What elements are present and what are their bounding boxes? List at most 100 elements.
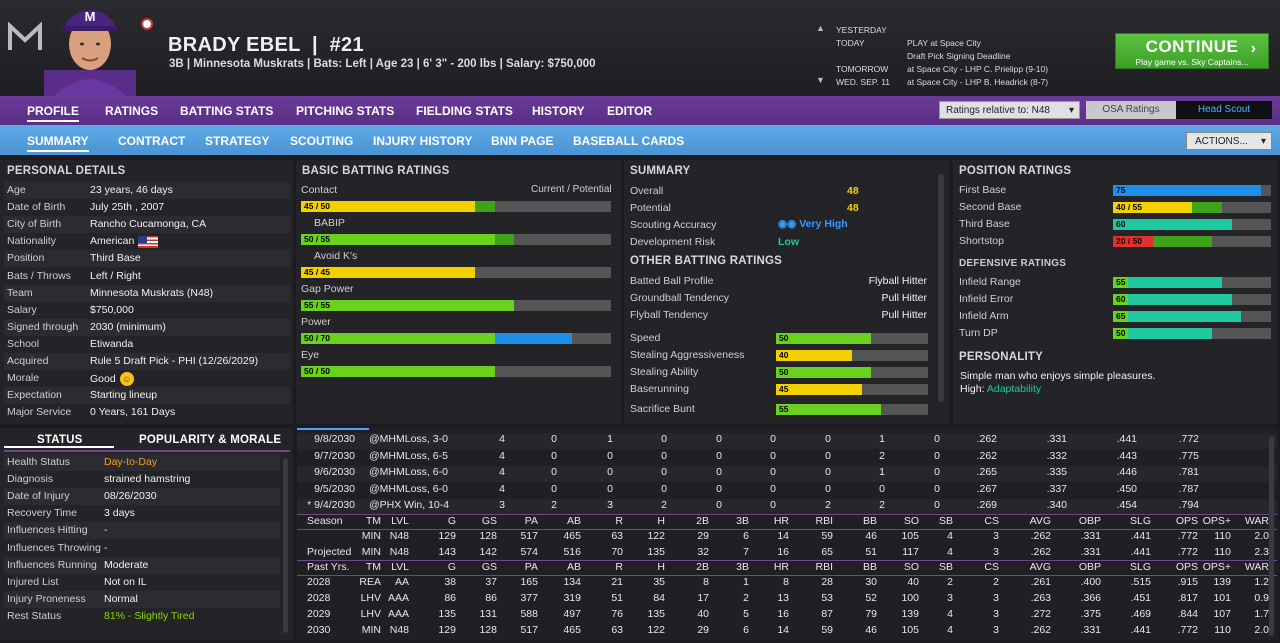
detail-label: Acquired bbox=[7, 355, 49, 367]
tab-status[interactable]: STATUS bbox=[4, 430, 114, 448]
tab-editor[interactable]: EDITOR bbox=[607, 104, 653, 118]
tab-ratings[interactable]: RATINGS bbox=[105, 104, 159, 118]
game-stat: 0 bbox=[661, 466, 667, 478]
stat-cell: R bbox=[615, 515, 623, 527]
stat-cell: 588 bbox=[520, 608, 538, 620]
stat-cell: 131 bbox=[479, 608, 497, 620]
tab-popularity-morale[interactable]: POPULARITY & MORALE bbox=[139, 434, 282, 446]
osa-ratings-button[interactable]: OSA Ratings bbox=[1086, 101, 1176, 119]
stat-cell: SB bbox=[938, 515, 953, 527]
game-stat: 0 bbox=[551, 433, 557, 445]
game-result: @MHMLoss, 6-0 bbox=[369, 482, 448, 495]
stat-cell: 16 bbox=[777, 608, 789, 620]
tab-strategy[interactable]: STRATEGY bbox=[205, 134, 270, 148]
actions-dropdown[interactable]: ACTIONS... ▾ bbox=[1186, 132, 1272, 150]
stat-cell: HR bbox=[773, 515, 789, 527]
stat-cell: .817 bbox=[1177, 592, 1198, 604]
stat-cell: 3B bbox=[736, 561, 749, 573]
smiley-icon: ☺ bbox=[119, 372, 134, 387]
stat-cell: 37 bbox=[485, 576, 497, 588]
scouting-accuracy-label: Scouting Accuracy bbox=[630, 219, 717, 231]
head-scout-button[interactable]: Head Scout bbox=[1176, 101, 1272, 119]
stat-cell: 107 bbox=[1213, 608, 1231, 620]
game-stat: 0 bbox=[770, 499, 776, 511]
game-stat: 0 bbox=[716, 449, 722, 462]
tab-injury-history[interactable]: INJURY HISTORY bbox=[373, 134, 473, 148]
game-stat: 2 bbox=[551, 499, 557, 511]
game-stat: .454 bbox=[1116, 499, 1137, 511]
game-stat: 4 bbox=[499, 449, 505, 462]
tab-history[interactable]: HISTORY bbox=[532, 104, 585, 118]
stat-cell: 574 bbox=[520, 546, 538, 558]
defensive-rating-value: 50 bbox=[1113, 328, 1129, 339]
game-stat: 0 bbox=[607, 466, 613, 478]
ratings-relative-select[interactable]: Ratings relative to: N48 ▾ bbox=[939, 101, 1080, 119]
stat-cell: H bbox=[657, 561, 665, 573]
summary-scrollbar[interactable] bbox=[938, 174, 944, 402]
stat-cell: 129 bbox=[438, 624, 456, 636]
game-stat: 0 bbox=[879, 482, 885, 495]
stat-cell: .366 bbox=[1080, 592, 1101, 604]
current-fill bbox=[301, 267, 475, 278]
game-stat: .269 bbox=[976, 499, 997, 511]
rating-fill bbox=[776, 384, 862, 395]
m-logo-icon bbox=[8, 22, 42, 50]
past-header-row: Past Yrs. TM LVL G GS PA AB R H 2B 3B HR RBI BB SO SB CS… bbox=[297, 560, 1277, 576]
stat-cell: 52 bbox=[865, 592, 877, 604]
game-date: * 9/4/2030 bbox=[307, 499, 355, 511]
stat-cell: 517 bbox=[520, 530, 538, 542]
chevron-down-icon[interactable]: ▼ bbox=[816, 75, 825, 85]
stat-cell: N48 bbox=[389, 546, 409, 558]
schedule-event[interactable]: at Space City - LHP B. Headrick (8-7) bbox=[907, 77, 1049, 87]
status-value: strained hamstring bbox=[104, 473, 191, 486]
game-result: @PHX Win, 10-4 bbox=[369, 499, 450, 511]
position-rating-bar: 20 / 50 bbox=[1113, 236, 1271, 247]
tab-scouting[interactable]: SCOUTING bbox=[290, 134, 354, 148]
game-stat: 4 bbox=[499, 433, 505, 445]
game-stat: 0 bbox=[770, 449, 776, 462]
tab-baseball-cards[interactable]: BASEBALL CARDS bbox=[573, 134, 685, 148]
other-rating-label: Groundball Tendency bbox=[630, 292, 730, 304]
tab-contract[interactable]: CONTRACT bbox=[118, 134, 186, 148]
defensive-rating-bar: 65 bbox=[1113, 311, 1271, 322]
stat-cell: 76 bbox=[611, 608, 623, 620]
stat-cell: 4 bbox=[947, 608, 953, 620]
tab-batting-stats[interactable]: BATTING STATS bbox=[180, 104, 274, 118]
status-scrollbar[interactable] bbox=[283, 458, 288, 633]
schedule-event[interactable]: PLAY at Space City bbox=[907, 38, 981, 48]
other-ratings-title: OTHER BATTING RATINGS bbox=[630, 255, 782, 267]
stat-cell: 128 bbox=[479, 624, 497, 636]
rating-fill bbox=[1113, 328, 1212, 339]
detail-value: July 25th , 2007 bbox=[90, 201, 165, 214]
scouting-accuracy-value: ◉◉ Very High bbox=[778, 218, 848, 230]
stat-cell: 516 bbox=[563, 546, 581, 558]
continue-label: CONTINUE bbox=[1145, 37, 1239, 56]
tab-pitching-stats[interactable]: PITCHING STATS bbox=[296, 104, 395, 118]
chevron-down-icon: ▾ bbox=[1068, 105, 1074, 116]
status-label: Influences Running bbox=[7, 558, 97, 571]
continue-button[interactable]: CONTINUE Play game vs. Sky Captains... › bbox=[1115, 33, 1269, 69]
batting-rating-value: 50 / 55 bbox=[301, 234, 333, 245]
game-stat: 0 bbox=[770, 433, 776, 445]
other-rating-bar: 40 bbox=[776, 350, 928, 361]
tab-bnn-page[interactable]: BNN PAGE bbox=[491, 134, 554, 148]
stat-cell: 8 bbox=[783, 576, 789, 588]
game-stat: 4 bbox=[499, 466, 505, 478]
status-label: Recovery Time bbox=[7, 507, 78, 520]
stat-cell: 29 bbox=[697, 530, 709, 542]
tab-profile[interactable]: PROFILE bbox=[27, 104, 80, 122]
personal-details-title: PERSONAL DETAILS bbox=[7, 165, 126, 177]
stat-cell: 0.9 bbox=[1254, 592, 1269, 604]
detail-label: Date of Birth bbox=[7, 201, 66, 214]
tab-fielding-stats[interactable]: FIELDING STATS bbox=[416, 104, 513, 118]
stat-cell: 497 bbox=[563, 608, 581, 620]
schedule-event[interactable]: at Space City - LHP C. Prielipp (9-10) bbox=[907, 64, 1049, 74]
stat-cell: CS bbox=[984, 561, 999, 573]
game-stat: 0 bbox=[825, 482, 831, 495]
stats-scrollbar[interactable] bbox=[1269, 436, 1274, 636]
tab-summary[interactable]: SUMMARY bbox=[27, 134, 89, 152]
stat-cell: 59 bbox=[821, 530, 833, 542]
rating-fill bbox=[1113, 277, 1222, 288]
stat-cell: .451 bbox=[1130, 592, 1151, 604]
chevron-up-icon[interactable]: ▲ bbox=[816, 23, 825, 33]
